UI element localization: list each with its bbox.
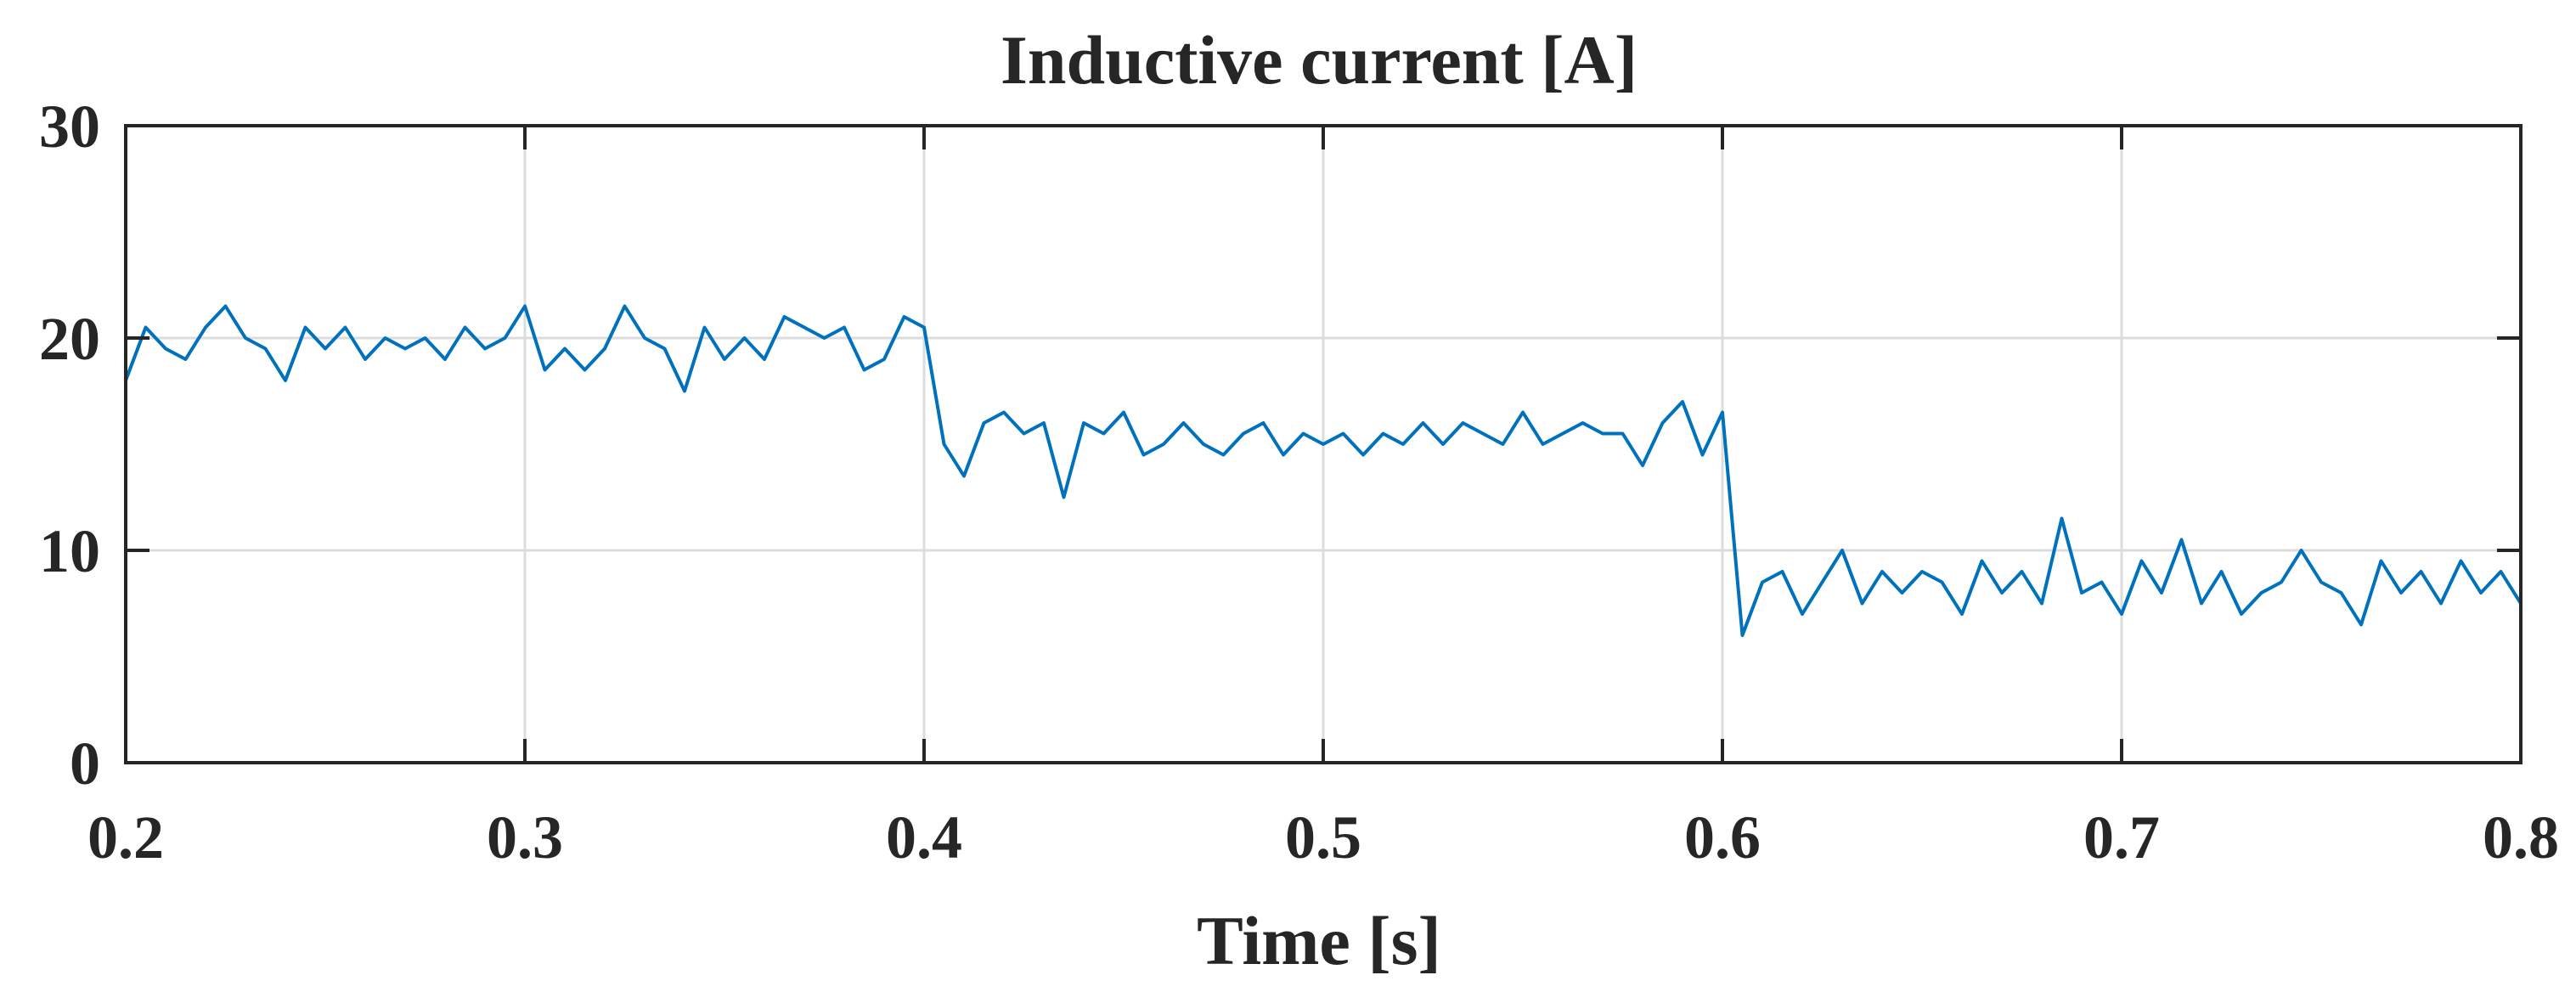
- x-tick-label: 0.6: [1684, 803, 1761, 871]
- x-tick-label: 0.3: [487, 803, 563, 871]
- y-tick-label: 30: [39, 93, 100, 161]
- series-line: [124, 304, 2522, 637]
- y-tick-label: 20: [39, 305, 100, 373]
- x-axis-label: Time [s]: [1197, 902, 1441, 979]
- x-tick-label: 0.5: [1285, 803, 1361, 871]
- x-tick-label: 0.7: [2083, 803, 2160, 871]
- y-tick-label: 0: [70, 730, 100, 798]
- chart-title: Inductive current [A]: [1001, 21, 1637, 99]
- x-tick-labels: 0.2 0.3 0.4 0.5 0.6 0.7 0.8: [87, 803, 2559, 871]
- x-tick-label: 0.2: [87, 803, 164, 871]
- y-tick-labels: 0 10 20 30: [39, 93, 100, 798]
- y-tick-label: 10: [39, 517, 100, 585]
- ticks: [124, 124, 2522, 764]
- x-tick-label: 0.8: [2483, 803, 2559, 871]
- x-tick-label: 0.4: [886, 803, 962, 871]
